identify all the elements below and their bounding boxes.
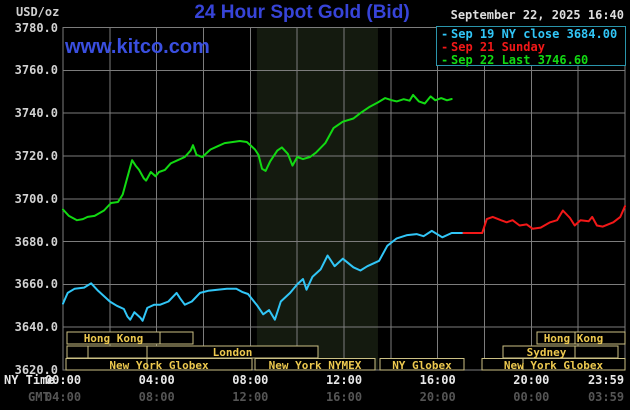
legend-label: Sep 19 NY close 3684.00 — [451, 27, 618, 41]
session-label-london: London — [212, 346, 253, 359]
chart-legend: - Sep 19 NY close 3684.00- Sep 21 Sunday - S… — [436, 26, 626, 66]
session-box — [87, 345, 148, 359]
gmt-axis-caption: GMT — [28, 390, 50, 404]
session-label-hong-kong: Hong Kong — [83, 332, 144, 345]
ny-time-axis-caption: NY Time — [4, 373, 55, 387]
y-tick-label: 3780.0 — [14, 20, 58, 35]
y-tick-label: 3740.0 — [14, 106, 58, 121]
gmt-tick-03:59: 03:59 — [587, 390, 625, 404]
gmt-tick-00:00: 00:00 — [513, 390, 550, 404]
session-label-new-york-globex: New York Globex — [503, 358, 604, 372]
legend-item: - Sep 21 Sunday — [441, 41, 625, 54]
session-box — [66, 345, 89, 359]
legend-item: - Sep 22 Last 3746.60 — [441, 54, 625, 67]
y-tick-label: 3640.0 — [14, 320, 58, 335]
gmt-tick-04:00: 04:00 — [44, 390, 82, 404]
chart-datetime: September 22, 2025 16:40 — [450, 8, 624, 22]
session-box — [146, 358, 253, 371]
gmt-tick-08:00: 08:00 — [138, 390, 175, 404]
series-line-sep-21-sunday — [462, 205, 626, 234]
session-box — [522, 358, 626, 371]
gmt-tick-20:00: 20:00 — [419, 390, 456, 404]
legend-label: Sep 21 Sunday — [451, 40, 545, 54]
legend-dash-icon: - — [441, 27, 449, 41]
y-tick-label: 3620.0 — [14, 363, 58, 377]
legend-label: Sep 22 Last 3746.60 — [451, 53, 589, 67]
y-tick-label: 3720.0 — [14, 148, 58, 163]
gmt-tick-12:00: 12:00 — [232, 390, 269, 404]
y-tick-label: 3680.0 — [14, 234, 58, 249]
session-box — [254, 358, 376, 371]
series-line-sep-22 — [62, 93, 453, 222]
y-tick-label: 3700.0 — [14, 191, 58, 206]
session-box — [379, 358, 465, 371]
session-label-sydney: Sydney — [526, 346, 567, 359]
ny-time-tick-12:00: 12:00 — [325, 373, 363, 387]
ny-time-tick-04:00: 04:00 — [138, 373, 175, 387]
series-line-sep-19-ny-close — [62, 229, 465, 322]
page-title: 24 Hour Spot Gold (Bid) — [194, 2, 410, 23]
kitco-watermark-link[interactable]: www.kitco.com — [65, 36, 210, 58]
session-box — [159, 331, 194, 345]
session-label-new-york-nymex: New York NYMEX — [268, 358, 362, 372]
session-label-hong-kong: Hong Kong — [543, 332, 604, 345]
y-axis-unit-label: USD/oz — [16, 5, 60, 19]
gmt-tick-16:00: 16:00 — [325, 390, 363, 404]
session-label-ny-globex: NY Globex — [392, 358, 452, 372]
ny-time-tick-08:00: 08:00 — [232, 373, 269, 387]
ny-time-tick-16:00: 16:00 — [419, 373, 456, 387]
legend-dash-icon: - — [441, 40, 449, 54]
legend-item: - Sep 19 NY close 3684.00 — [441, 28, 625, 41]
legend-dash-icon: - — [441, 53, 449, 67]
ny-time-tick-00:00: 00:00 — [44, 373, 82, 387]
session-box — [574, 331, 626, 345]
ny-time-tick-20:00: 20:00 — [513, 373, 550, 387]
session-label-new-york-globex: New York Globex — [109, 358, 209, 372]
y-tick-label: 3760.0 — [14, 63, 58, 78]
ny-time-tick-23:59: 23:59 — [587, 373, 625, 387]
y-tick-label: 3660.0 — [14, 277, 58, 292]
